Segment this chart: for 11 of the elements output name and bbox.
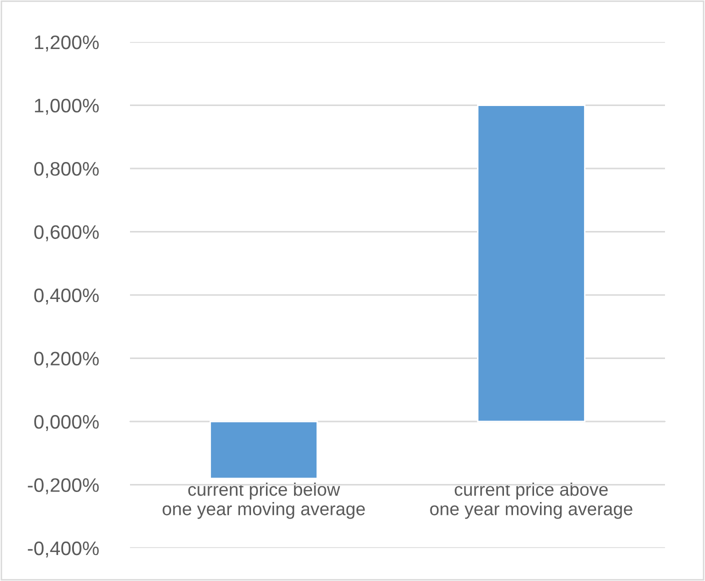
y-tick-label: -0,200% — [28, 478, 99, 494]
y-tick-label: 0,000% — [34, 414, 99, 432]
y-tick-label: 0,400% — [34, 288, 99, 305]
y-tick-label: 0,600% — [34, 225, 99, 242]
x-tick-label: current price below one year moving average — [162, 482, 365, 519]
x-tick-label: current price above one year moving average — [430, 482, 632, 519]
y-tick-label: 0,200% — [34, 352, 99, 368]
y-tick-label: 0,800% — [34, 162, 99, 178]
y-tick-label: 1,000% — [34, 98, 99, 115]
y-tick-label: -0,400% — [28, 541, 99, 558]
y-tick-label: 1,200% — [34, 35, 99, 52]
